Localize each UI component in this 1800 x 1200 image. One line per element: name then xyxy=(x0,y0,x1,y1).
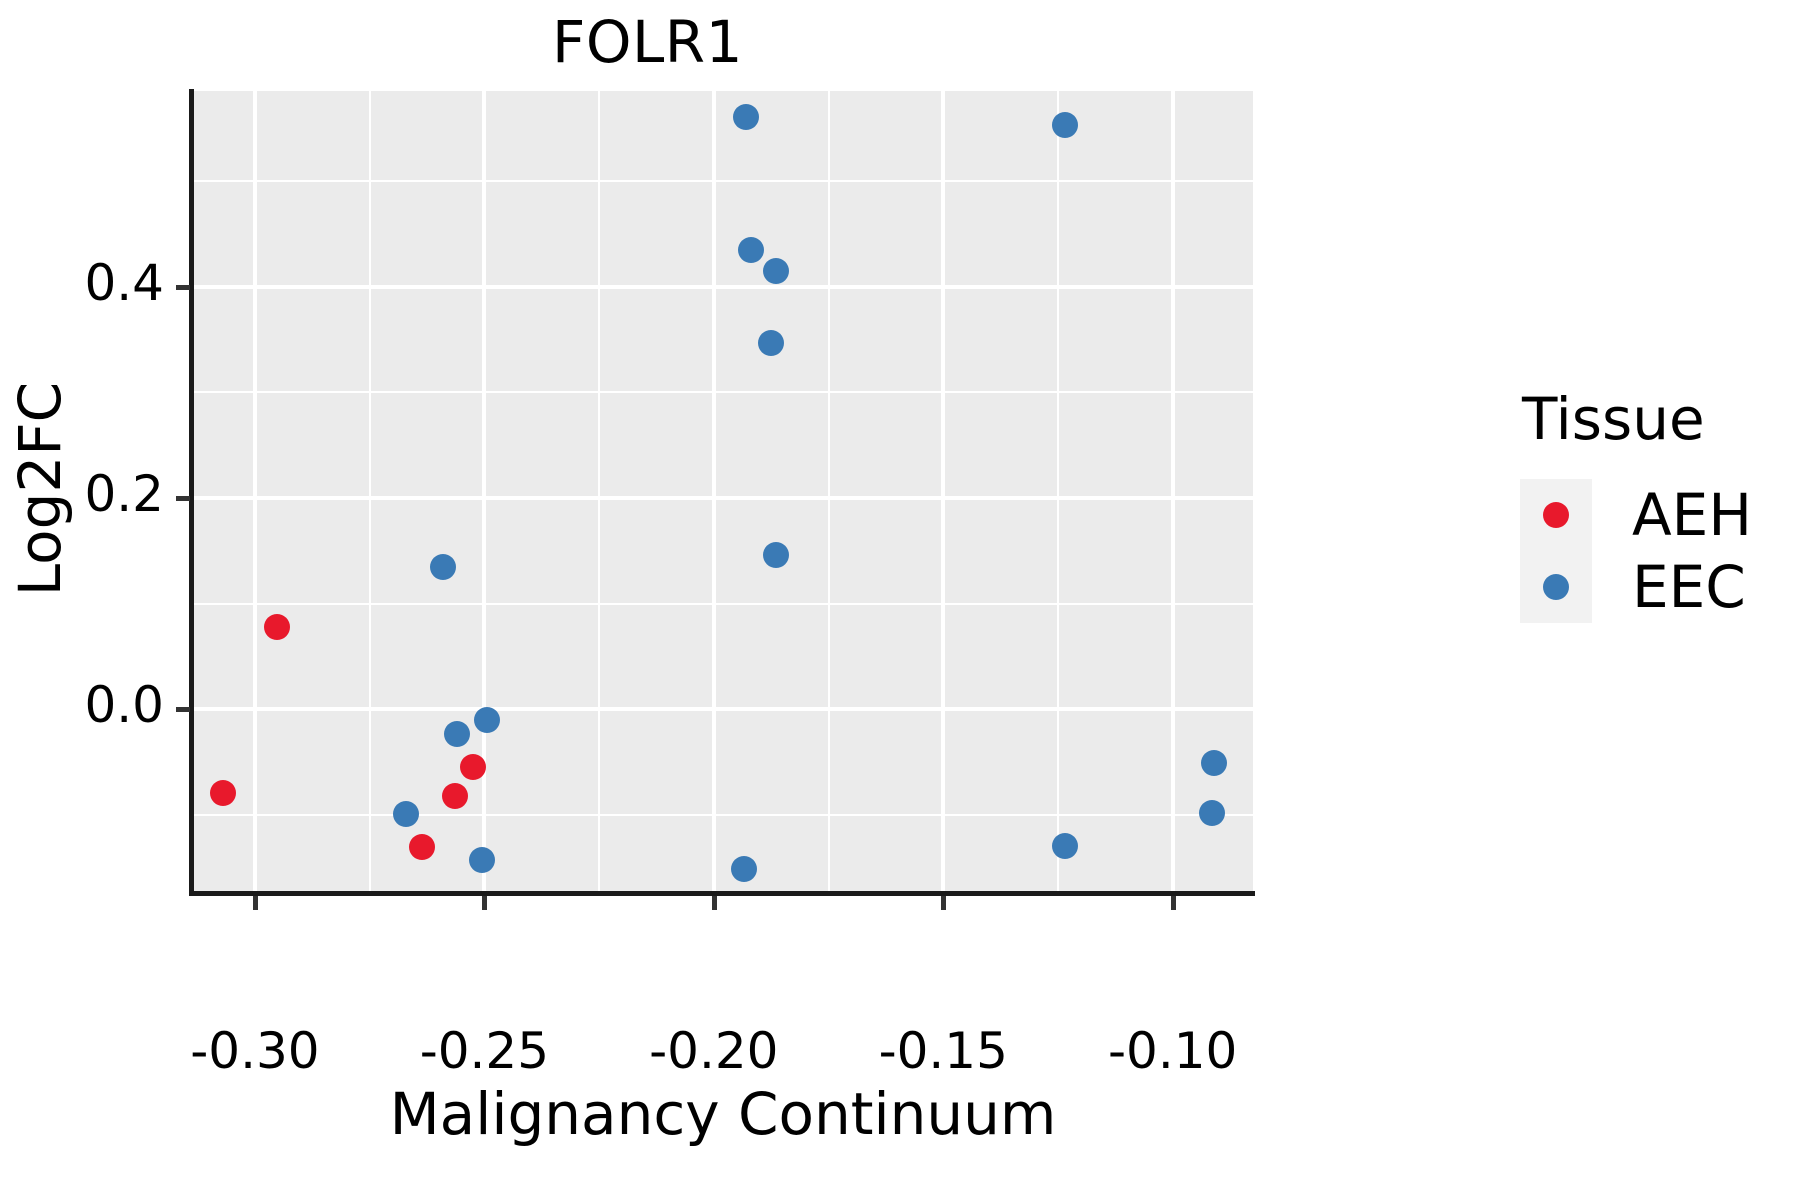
data-point-eec xyxy=(430,553,457,580)
gridline-vertical xyxy=(598,91,601,891)
data-point-eec xyxy=(1051,832,1078,859)
x-tick-label: -0.10 xyxy=(1108,1022,1238,1080)
x-tick-mark xyxy=(482,896,488,910)
legend-dot-icon xyxy=(1543,502,1569,528)
gridline-vertical xyxy=(1170,91,1175,891)
data-point-eec xyxy=(393,800,420,827)
gridline-vertical xyxy=(1056,91,1059,891)
x-tick-mark xyxy=(941,896,947,910)
page-title: FOLR1 xyxy=(551,8,744,76)
y-axis-line xyxy=(189,89,194,895)
legend: Tissue AEH EEC xyxy=(1520,385,1790,623)
gridline-horizontal xyxy=(193,284,1253,289)
y-tick-mark xyxy=(176,495,190,501)
legend-entries: AEH EEC xyxy=(1520,479,1790,623)
data-point-eec xyxy=(758,329,785,356)
legend-swatch xyxy=(1520,479,1592,551)
data-point-aeh xyxy=(441,782,468,809)
data-point-eec xyxy=(443,720,470,747)
data-point-aeh xyxy=(459,754,486,781)
x-axis-title: Malignancy Continuum xyxy=(389,1080,1057,1148)
gridline-vertical xyxy=(827,91,830,891)
gridline-vertical xyxy=(711,91,716,891)
x-tick-mark xyxy=(1170,896,1176,910)
legend-item-aeh[interactable]: AEH xyxy=(1520,479,1790,551)
data-point-eec xyxy=(762,257,789,284)
data-point-aeh xyxy=(263,613,290,640)
y-tick-label: 0.4 xyxy=(84,253,164,312)
legend-item-label: AEH xyxy=(1632,481,1752,549)
gridline-horizontal xyxy=(193,813,1253,816)
data-point-eec xyxy=(762,541,789,568)
data-point-eec xyxy=(737,236,764,263)
gridline-vertical xyxy=(368,91,371,891)
data-point-aeh xyxy=(209,779,236,806)
legend-dot-icon xyxy=(1543,574,1569,600)
gridline-horizontal xyxy=(193,602,1253,605)
x-tick-mark xyxy=(711,896,717,910)
gridline-vertical xyxy=(252,91,257,891)
legend-swatch xyxy=(1520,551,1592,623)
data-point-eec xyxy=(730,855,757,882)
data-point-eec xyxy=(732,104,759,131)
data-point-eec xyxy=(1198,799,1225,826)
data-point-eec xyxy=(1051,111,1078,138)
plot-panel xyxy=(193,91,1253,891)
x-tick-label: -0.30 xyxy=(190,1022,320,1080)
data-point-eec xyxy=(1200,750,1227,777)
y-tick-label: 0.2 xyxy=(84,464,164,523)
y-axis-title: Log2FC xyxy=(6,381,74,597)
y-tick-mark xyxy=(176,284,190,290)
x-tick-label: -0.20 xyxy=(649,1022,779,1080)
data-point-eec xyxy=(469,847,496,874)
gridline-horizontal xyxy=(193,179,1253,182)
x-tick-label: -0.15 xyxy=(878,1022,1008,1080)
y-tick-label: 0.0 xyxy=(84,676,164,735)
data-point-eec xyxy=(473,706,500,733)
gridline-vertical xyxy=(482,91,487,891)
gridline-horizontal xyxy=(193,495,1253,500)
y-tick-mark xyxy=(176,707,190,713)
x-tick-label: -0.25 xyxy=(419,1022,550,1080)
gridline-vertical xyxy=(941,91,946,891)
legend-title: Tissue xyxy=(1522,385,1705,453)
legend-item-eec[interactable]: EEC xyxy=(1520,551,1790,623)
gridline-horizontal xyxy=(193,707,1253,712)
data-point-aeh xyxy=(409,833,436,860)
x-axis-line xyxy=(189,891,1255,896)
x-tick-mark xyxy=(252,896,258,910)
gridline-horizontal xyxy=(193,391,1253,394)
legend-item-label: EEC xyxy=(1632,553,1746,621)
